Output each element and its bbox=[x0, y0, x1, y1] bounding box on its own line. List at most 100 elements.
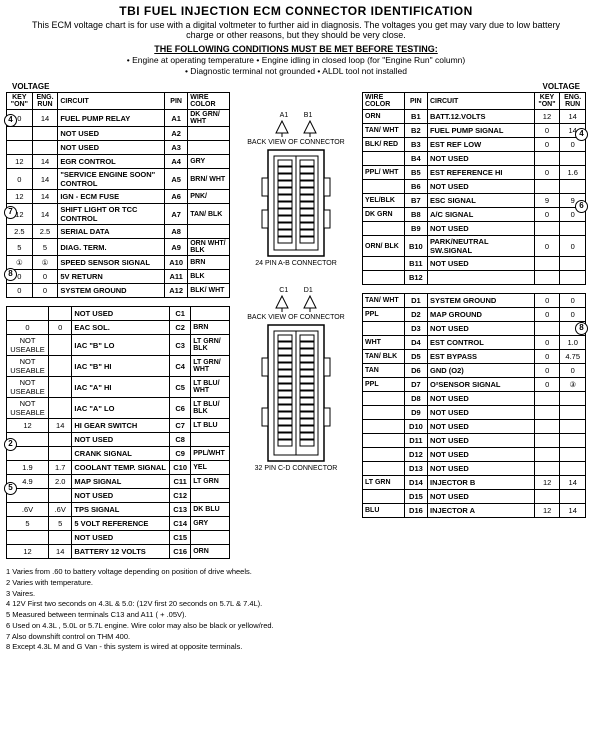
table-row: D10NOT USED bbox=[363, 420, 586, 434]
arrow-icons-cd bbox=[268, 294, 324, 312]
bullet-2-left: 2 bbox=[4, 438, 17, 451]
table-row: D11NOT USED bbox=[363, 434, 586, 448]
conn2-label: 32 PIN C-D CONNECTOR bbox=[234, 465, 358, 472]
table-row: TAND6GND (O2)00 bbox=[363, 364, 586, 378]
table-row: PPLD2MAP GROUND00 bbox=[363, 308, 586, 322]
table-row: ORN/ BLKB10PARK/NEUTRAL SW.SIGNAL00 bbox=[363, 236, 586, 257]
footnote-line: 8 Except 4.3L M and G Van - this system … bbox=[6, 642, 586, 652]
table-row: PPL/ WHTB5EST REFERENCE HI01.6 bbox=[363, 166, 586, 180]
table-row: 1214EGR CONTROLA4GRY bbox=[7, 155, 230, 169]
table-row: BLK/ REDB3EST REF LOW00 bbox=[363, 138, 586, 152]
table-row: TAN/ WHTD1SYSTEM GROUND00 bbox=[363, 294, 586, 308]
condition-line-2: • Diagnostic terminal not grounded • ALD… bbox=[6, 66, 586, 76]
table-row: 1214HI GEAR SWITCHC7LT BLU bbox=[7, 419, 230, 433]
table-row: B4NOT USED bbox=[363, 152, 586, 166]
table-row: D9NOT USED bbox=[363, 406, 586, 420]
table-row: 4.92.0MAP SIGNALC11LT GRN bbox=[7, 475, 230, 489]
table-row: NOT USEDC8 bbox=[7, 433, 230, 447]
bullet-6-right: 6 bbox=[575, 200, 588, 213]
pin-a1-label: A1 bbox=[280, 112, 289, 119]
table-row: PPLD7O²SENSOR SIGNAL0③ bbox=[363, 378, 586, 392]
table-row: 1.91.7COOLANT TEMP. SIGNALC10YEL bbox=[7, 461, 230, 475]
footnote-line: 6 Used on 4.3L , 5.0L or 5.7L engine. Wi… bbox=[6, 621, 586, 631]
bullet-4-right: 4 bbox=[575, 128, 588, 141]
doc-title: TBI FUEL INJECTION ECM CONNECTOR IDENTIF… bbox=[6, 4, 586, 18]
table-row: B9NOT USED bbox=[363, 222, 586, 236]
table-row: NOT USEABLEIAC "A" HIC5LT BLU/ WHT bbox=[7, 377, 230, 398]
table-row: CRANK SIGNALC9PPL/WHT bbox=[7, 447, 230, 461]
arrow-icons-ab bbox=[268, 119, 324, 137]
table-row: .6V.6VTPS SIGNALC13DK BLU bbox=[7, 503, 230, 517]
pin-c1-label: C1 bbox=[279, 287, 288, 294]
table-c: NOT USEDC100EAC SOL.C2BRNNOT USEABLEIAC … bbox=[6, 306, 230, 559]
bullet-5-left: 5 bbox=[4, 482, 17, 495]
table-a: KEY "ON" ENG. RUN CIRCUIT PIN WIRE COLOR… bbox=[6, 92, 230, 298]
table-row: D3NOT USED bbox=[363, 322, 586, 336]
pin-b1-label: B1 bbox=[304, 112, 313, 119]
table-row: 2.52.5SERIAL DATAA8 bbox=[7, 225, 230, 239]
table-row: TAN/ BLKD5EST BYPASS04.75 bbox=[363, 350, 586, 364]
table-row: WHTD4EST CONTROL01.0 bbox=[363, 336, 586, 350]
footnotes: 1 Varies from .60 to battery voltage dep… bbox=[6, 567, 586, 652]
footnote-line: 2 Varies with temperature. bbox=[6, 578, 586, 588]
table-row: ORNB1BATT.12.VOLTS1214 bbox=[363, 110, 586, 124]
hdr-pin-r: PIN bbox=[404, 93, 427, 110]
hdr-key-r: KEY "ON" bbox=[534, 93, 560, 110]
left-column: VOLTAGE KEY "ON" ENG. RUN CIRCUIT PIN WI… bbox=[6, 82, 230, 559]
table-row: D12NOT USED bbox=[363, 448, 586, 462]
footnote-line: 7 Also downshift control on THM 400. bbox=[6, 632, 586, 642]
table-row: D8NOT USED bbox=[363, 392, 586, 406]
hdr-wire: WIRE COLOR bbox=[188, 93, 230, 110]
table-row: DK GRNB8A/C SIGNAL00 bbox=[363, 208, 586, 222]
footnote-line: 5 Measured between terminals C13 and A11… bbox=[6, 610, 586, 620]
table-row: 005V RETURNA11BLK bbox=[7, 270, 230, 284]
conditions-header: THE FOLLOWING CONDITIONS MUST BE MET BEF… bbox=[6, 44, 586, 54]
table-row: NOT USEABLEIAC "B" LOC3LT GRN/ BLK bbox=[7, 335, 230, 356]
table-row: 1214BATTERY 12 VOLTSC16ORN bbox=[7, 545, 230, 559]
pin-d1-label: D1 bbox=[304, 287, 313, 294]
table-row: 014"SERVICE ENGINE SOON" CONTROLA5BRN/ W… bbox=[7, 169, 230, 190]
table-row: 1214IGN - ECM FUSEA6PNK/ bbox=[7, 190, 230, 204]
table-row: NOT USEDA3 bbox=[7, 141, 230, 155]
table-row: BLUD16INJECTOR A1214 bbox=[363, 504, 586, 518]
bullet-7-left: 7 bbox=[4, 206, 17, 219]
bullet-8-right: 8 bbox=[575, 322, 588, 335]
table-row: B11NOT USED bbox=[363, 257, 586, 271]
footnote-line: 1 Varies from .60 to battery voltage dep… bbox=[6, 567, 586, 577]
conn1-backview: BACK VIEW OF CONNECTOR bbox=[234, 139, 358, 146]
main-layout: 4 7 8 2 5 4 6 8 VOLTAGE KEY "ON" ENG. RU… bbox=[6, 82, 586, 559]
conn2-backview: BACK VIEW OF CONNECTOR bbox=[234, 314, 358, 321]
hdr-circ-r: CIRCUIT bbox=[427, 93, 534, 110]
connector-32pin bbox=[260, 323, 332, 463]
conn1-label: 24 PIN A-B CONNECTOR bbox=[234, 260, 358, 267]
footnote-line: 3 Vaires. bbox=[6, 589, 586, 599]
table-row: YEL/BLKB7ESC SIGNAL99 bbox=[363, 194, 586, 208]
table-row: 55DIAG. TERM.A9ORN WHT/ BLK bbox=[7, 239, 230, 256]
table-row: NOT USEABLEIAC "B" HIC4LT GRN/ WHT bbox=[7, 356, 230, 377]
table-row: B12 bbox=[363, 271, 586, 285]
table-row: NOT USEABLEIAC "A" LOC6LT BLU/ BLK bbox=[7, 398, 230, 419]
doc-desc: This ECM voltage chart is for use with a… bbox=[26, 20, 566, 40]
table-row: NOT USEDC12 bbox=[7, 489, 230, 503]
table-row: 00EAC SOL.C2BRN bbox=[7, 321, 230, 335]
table-b: WIRE COLOR PIN CIRCUIT KEY "ON" ENG. RUN… bbox=[362, 92, 586, 285]
hdr-circ: CIRCUIT bbox=[58, 93, 165, 110]
table-row: NOT USEDA2 bbox=[7, 127, 230, 141]
table-row: B6NOT USED bbox=[363, 180, 586, 194]
table-row: TAN/ WHTB2FUEL PUMP SIGNAL014 bbox=[363, 124, 586, 138]
table-row: 555 VOLT REFERENCEC14GRY bbox=[7, 517, 230, 531]
table-row: LT GRND14INJECTOR B1214 bbox=[363, 476, 586, 490]
footnote-line: 4 12V First two seconds on 4.3L & 5.0: (… bbox=[6, 599, 586, 609]
hdr-wire-r: WIRE COLOR bbox=[363, 93, 405, 110]
hdr-key: KEY "ON" bbox=[7, 93, 33, 110]
table-d: TAN/ WHTD1SYSTEM GROUND00PPLD2MAP GROUND… bbox=[362, 293, 586, 518]
middle-column: A1 B1 BACK VIEW OF CONNECTOR 24 PIN A-B … bbox=[234, 82, 358, 559]
table-row: D15NOT USED bbox=[363, 490, 586, 504]
bullet-8-left: 8 bbox=[4, 268, 17, 281]
hdr-pin: PIN bbox=[165, 93, 188, 110]
bullet-4-left: 4 bbox=[4, 114, 17, 127]
voltage-label-right: VOLTAGE bbox=[362, 82, 586, 91]
table-row: 00SYSTEM GROUNDA12BLK/ WHT bbox=[7, 284, 230, 298]
table-row: ①①SPEED SENSOR SIGNALA10BRN bbox=[7, 256, 230, 270]
hdr-run-r: ENG. RUN bbox=[560, 93, 586, 110]
